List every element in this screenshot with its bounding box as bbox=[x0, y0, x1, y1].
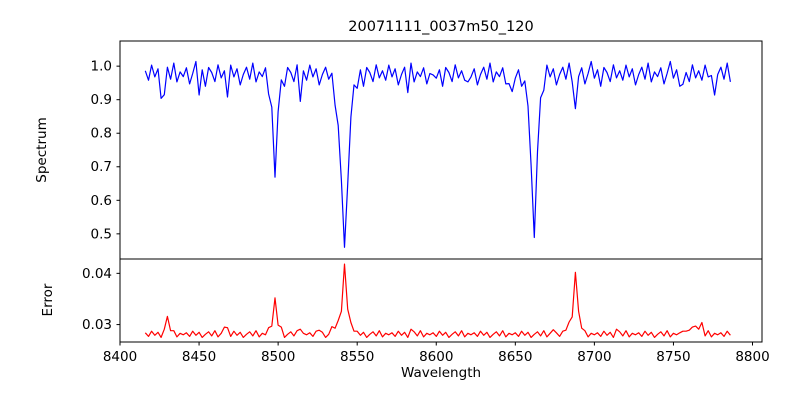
spectrum-y-tick-label: 0.7 bbox=[91, 159, 112, 175]
error-axes bbox=[119, 258, 763, 343]
x-tick-label: 8600 bbox=[419, 349, 453, 365]
x-tick-label: 8750 bbox=[656, 349, 690, 365]
spectrum-y-axis-label: Spectrum bbox=[34, 117, 50, 182]
ticks-layer: 0.5 0.6 0.7 0.8 0.9 1.0 0.03 0.04 8400 8450 8500 85… bbox=[82, 59, 770, 365]
x-tick-label: 8450 bbox=[182, 349, 216, 365]
x-tick-label: 8700 bbox=[577, 349, 611, 365]
spectrum-y-tick-label: 1.0 bbox=[91, 59, 112, 75]
error-line bbox=[144, 263, 731, 338]
spectrum-y-tick-label: 0.8 bbox=[91, 126, 112, 142]
x-tick-label: 8400 bbox=[103, 349, 137, 365]
x-tick-label: 8800 bbox=[735, 349, 769, 365]
spectrum-line bbox=[144, 60, 731, 248]
series-layer bbox=[144, 60, 731, 338]
x-axis-label: Wavelength bbox=[401, 365, 481, 381]
error-y-tick-label: 0.03 bbox=[82, 317, 112, 333]
spectrum-y-tick-label: 0.6 bbox=[91, 193, 112, 209]
chart-title: 20071111_0037m50_120 bbox=[348, 19, 533, 35]
spectrum-y-tick-label: 0.9 bbox=[91, 92, 112, 108]
spectrum-y-tick-label: 0.5 bbox=[91, 226, 112, 242]
x-tick-label: 8550 bbox=[340, 349, 374, 365]
error-y-axis-label: Error bbox=[40, 283, 56, 316]
error-y-tick-label: 0.04 bbox=[82, 266, 112, 282]
x-tick-label: 8500 bbox=[261, 349, 295, 365]
x-tick-label: 8650 bbox=[498, 349, 532, 365]
